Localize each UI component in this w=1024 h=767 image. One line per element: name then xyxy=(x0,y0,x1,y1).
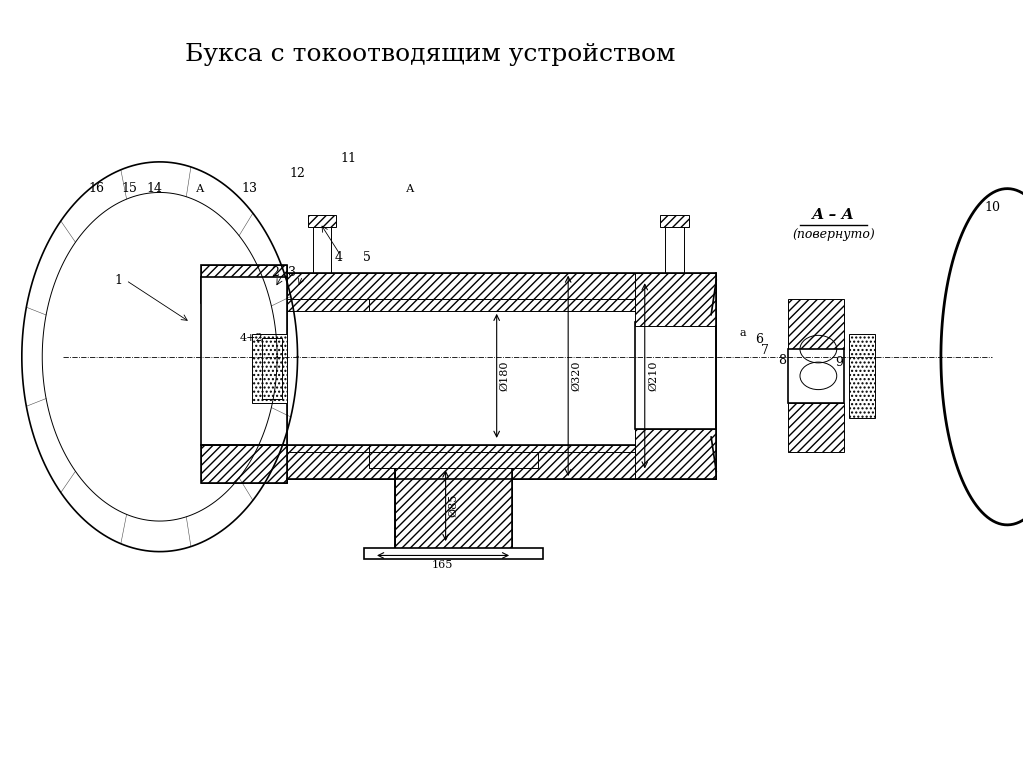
Text: 165: 165 xyxy=(432,561,454,571)
Bar xyxy=(201,445,288,483)
Bar xyxy=(635,273,716,326)
Bar xyxy=(201,277,288,445)
Bar xyxy=(308,216,336,227)
Bar xyxy=(394,460,512,551)
Bar xyxy=(849,334,874,418)
Text: А: А xyxy=(197,183,205,193)
Bar xyxy=(394,460,512,551)
Text: А: А xyxy=(406,183,414,193)
Text: 3: 3 xyxy=(289,266,296,279)
Bar xyxy=(262,337,283,399)
Text: 4+2: 4+2 xyxy=(240,333,263,343)
Text: А – А: А – А xyxy=(812,209,855,222)
Text: Ø85: Ø85 xyxy=(449,494,459,518)
Bar xyxy=(666,223,684,273)
Bar xyxy=(364,548,543,559)
Bar xyxy=(288,453,716,479)
Text: 16: 16 xyxy=(88,182,104,195)
Text: 13: 13 xyxy=(242,182,258,195)
Text: 4: 4 xyxy=(335,251,342,264)
Bar xyxy=(313,223,331,273)
Text: 6: 6 xyxy=(755,334,763,347)
Bar xyxy=(369,453,538,468)
Bar xyxy=(787,403,844,453)
Bar xyxy=(252,334,288,403)
Bar xyxy=(369,445,716,464)
Text: 11: 11 xyxy=(341,152,356,165)
Text: 7: 7 xyxy=(761,344,769,357)
Text: (повернуто): (повернуто) xyxy=(793,228,876,241)
Text: Ø210: Ø210 xyxy=(648,360,657,391)
Bar xyxy=(201,445,288,483)
Text: 9: 9 xyxy=(835,357,843,370)
Bar xyxy=(201,265,288,303)
Bar xyxy=(288,445,369,464)
Bar xyxy=(635,430,716,479)
Bar xyxy=(660,216,689,227)
Text: Ø320: Ø320 xyxy=(571,360,582,391)
Text: a: a xyxy=(739,328,746,338)
Text: 15: 15 xyxy=(121,182,137,195)
Text: 14: 14 xyxy=(146,182,163,195)
Bar xyxy=(288,273,716,299)
Text: 2: 2 xyxy=(271,266,279,279)
Text: Букса с токоотводящим устройством: Букса с токоотводящим устройством xyxy=(185,44,676,67)
Bar xyxy=(635,322,716,430)
Text: 5: 5 xyxy=(364,251,371,264)
Bar xyxy=(369,291,716,311)
Bar xyxy=(787,349,844,403)
Bar xyxy=(394,460,512,551)
Bar xyxy=(201,265,288,303)
Text: 10: 10 xyxy=(984,201,1000,214)
Text: 12: 12 xyxy=(290,167,305,179)
Bar xyxy=(787,299,844,349)
Bar xyxy=(288,307,716,445)
Text: Ø180: Ø180 xyxy=(500,360,510,391)
Text: 1: 1 xyxy=(115,274,123,287)
Bar xyxy=(288,291,369,311)
Text: 8: 8 xyxy=(778,354,786,367)
